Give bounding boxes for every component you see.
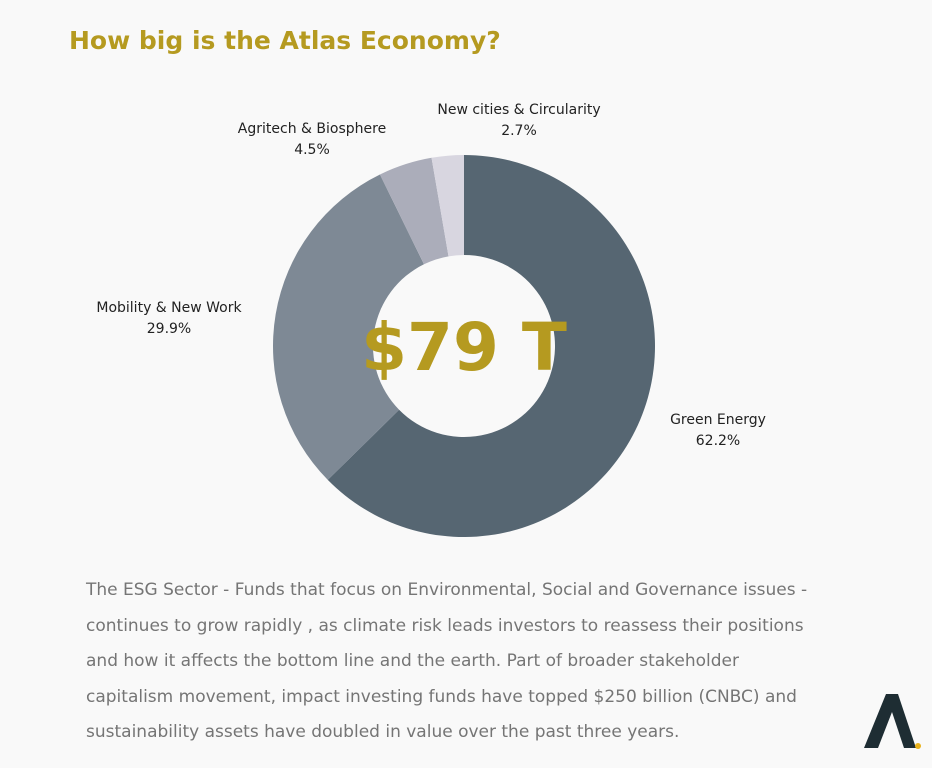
slice-name-label: New cities & Circularity: [437, 102, 600, 118]
slice-value-label: 4.5%: [294, 142, 330, 158]
slice-green-energy: [327, 155, 655, 538]
center-total-label: $79 T: [361, 309, 567, 386]
slice-agritech-biosphere: [379, 157, 449, 265]
labels-layer: Green Energy 62.2% Mobility & New Work 29.9…: [96, 102, 766, 449]
donut-chart: Green Energy 62.2% Mobility & New Work 29.9…: [96, 102, 766, 538]
page-title: How big is the Atlas Economy?: [69, 26, 501, 55]
atlas-logo-icon: [864, 694, 921, 749]
slices-layer: [273, 155, 655, 538]
slice-mobility-new-work: [273, 174, 424, 480]
slice-value-label: 29.9%: [147, 321, 191, 337]
slice-value-label: 2.7%: [501, 123, 537, 139]
slice-value-label: 62.2%: [696, 433, 740, 449]
slice-name-label: Mobility & New Work: [96, 300, 242, 316]
slice-new-cities-circularity: [431, 155, 464, 257]
description-text: The ESG Sector - Funds that focus on Env…: [86, 580, 808, 742]
slice-name-label: Green Energy: [670, 412, 766, 428]
slice-name-label: Agritech & Biosphere: [238, 121, 386, 137]
